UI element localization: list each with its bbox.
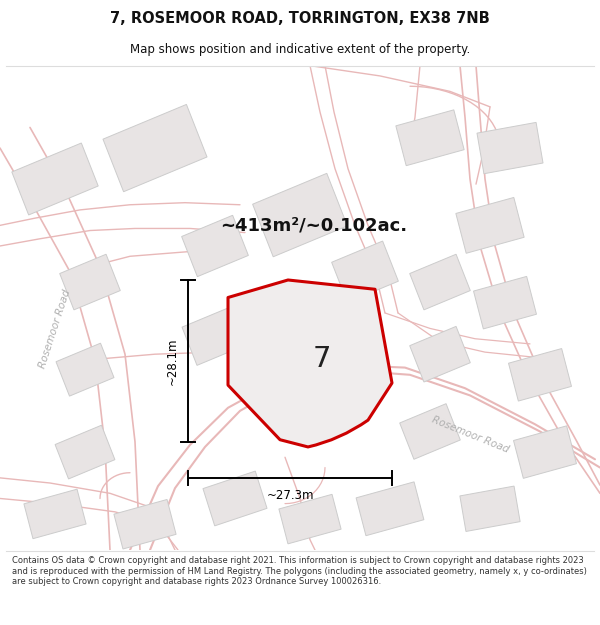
Polygon shape [456, 198, 524, 253]
Polygon shape [332, 241, 398, 302]
Polygon shape [410, 326, 470, 382]
Polygon shape [400, 404, 460, 459]
Text: Map shows position and indicative extent of the property.: Map shows position and indicative extent… [130, 44, 470, 56]
Polygon shape [460, 486, 520, 531]
Polygon shape [253, 173, 347, 257]
Text: Rosemoor Road: Rosemoor Road [38, 288, 73, 369]
Polygon shape [55, 425, 115, 479]
Polygon shape [103, 104, 207, 192]
PathPatch shape [228, 280, 392, 447]
Polygon shape [203, 471, 267, 526]
Polygon shape [56, 343, 114, 396]
Text: ~27.3m: ~27.3m [266, 489, 314, 502]
Polygon shape [473, 276, 536, 329]
Text: ~28.1m: ~28.1m [166, 337, 179, 384]
Polygon shape [410, 254, 470, 310]
Polygon shape [24, 489, 86, 539]
Text: 7, ROSEMOOR ROAD, TORRINGTON, EX38 7NB: 7, ROSEMOOR ROAD, TORRINGTON, EX38 7NB [110, 11, 490, 26]
Polygon shape [242, 288, 382, 425]
Text: Rosemoor Road: Rosemoor Road [430, 414, 510, 454]
Polygon shape [60, 254, 120, 310]
Polygon shape [182, 306, 248, 366]
Polygon shape [114, 499, 176, 549]
Polygon shape [514, 426, 577, 478]
Polygon shape [182, 215, 248, 277]
Text: ~413m²/~0.102ac.: ~413m²/~0.102ac. [220, 216, 407, 234]
Text: Contains OS data © Crown copyright and database right 2021. This information is : Contains OS data © Crown copyright and d… [12, 556, 587, 586]
Polygon shape [396, 110, 464, 166]
Polygon shape [477, 122, 543, 174]
Polygon shape [509, 349, 571, 401]
Polygon shape [12, 143, 98, 215]
Text: 7: 7 [313, 346, 331, 373]
Polygon shape [356, 482, 424, 536]
Polygon shape [279, 494, 341, 544]
